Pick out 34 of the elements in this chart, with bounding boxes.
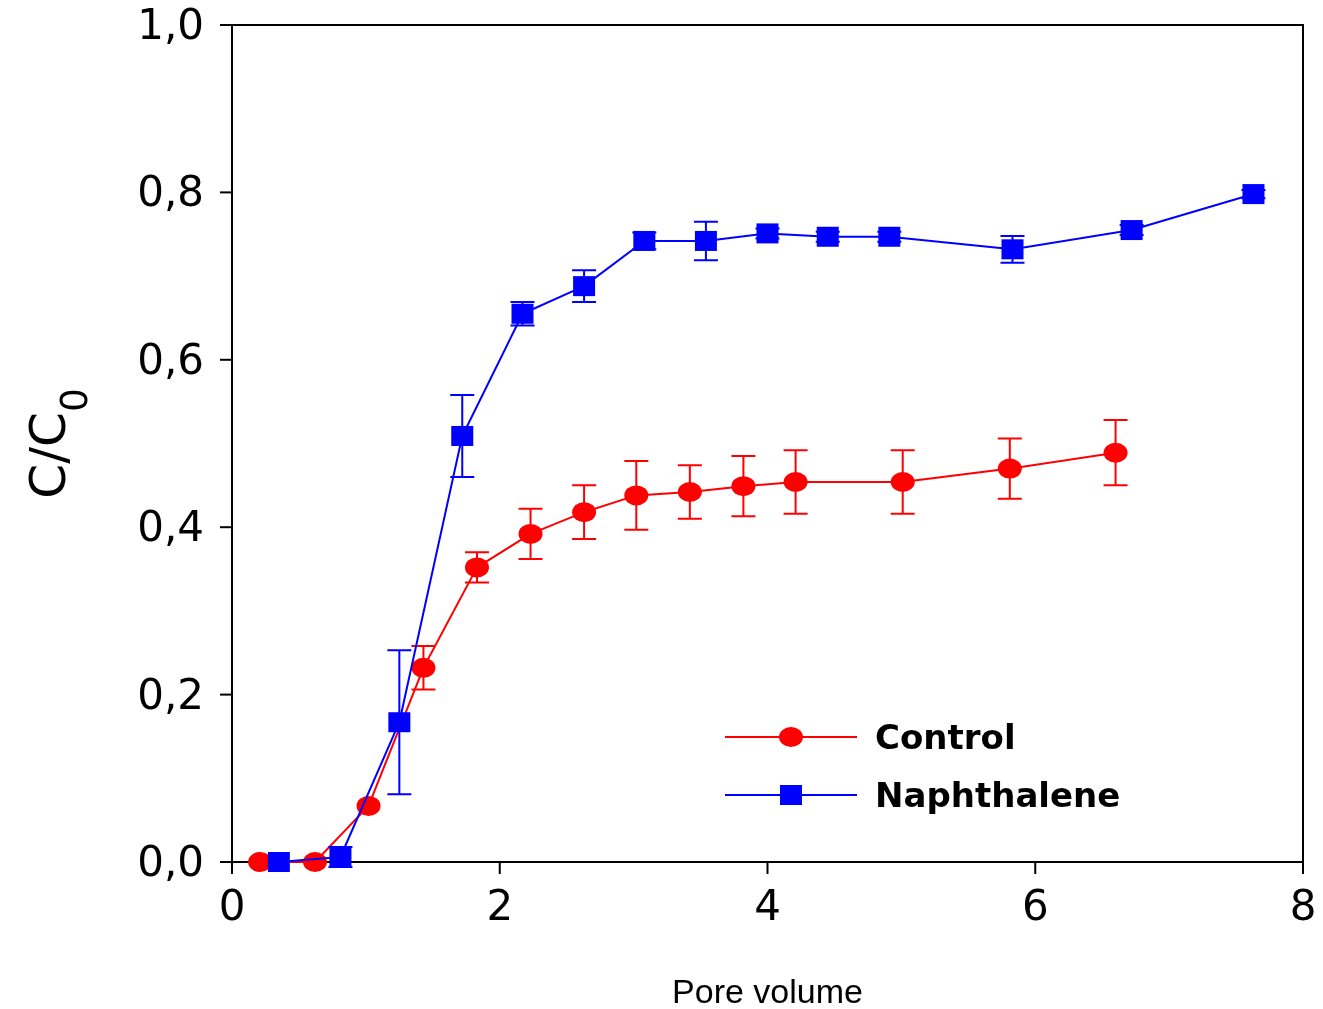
point [731, 476, 756, 497]
point [411, 657, 436, 678]
y-tick-label: 0,2 [137, 669, 204, 719]
y-tick-label: 0,8 [137, 167, 204, 217]
x-tick-label: 2 [486, 881, 514, 930]
point [267, 852, 290, 872]
point [890, 472, 915, 492]
x-tick-label: 8 [1289, 881, 1317, 930]
point [518, 523, 543, 544]
point [451, 425, 474, 446]
point [1120, 220, 1143, 241]
point [756, 223, 779, 244]
point [624, 485, 649, 506]
point [783, 472, 808, 492]
point [464, 557, 489, 578]
y-tick-label: 1,0 [137, 0, 204, 49]
point [573, 276, 596, 297]
legend-label: Control [875, 717, 1016, 757]
point [677, 482, 702, 503]
point [997, 458, 1022, 479]
point [388, 712, 411, 733]
point [1103, 442, 1128, 463]
x-tick-label: 0 [218, 881, 246, 930]
point [572, 502, 597, 523]
legend-label: Naphthalene [875, 775, 1121, 815]
y-tick-label: 0,0 [137, 837, 204, 886]
y-tick-label: 0,4 [137, 502, 204, 552]
x-tick-label: 4 [754, 881, 781, 930]
point [1242, 184, 1265, 205]
y-tick-label: 0,6 [137, 334, 204, 384]
x-tick-label: 6 [1021, 881, 1049, 930]
x-axis-title: Pore volume [672, 972, 863, 1009]
point [694, 230, 717, 251]
point [1001, 239, 1024, 260]
